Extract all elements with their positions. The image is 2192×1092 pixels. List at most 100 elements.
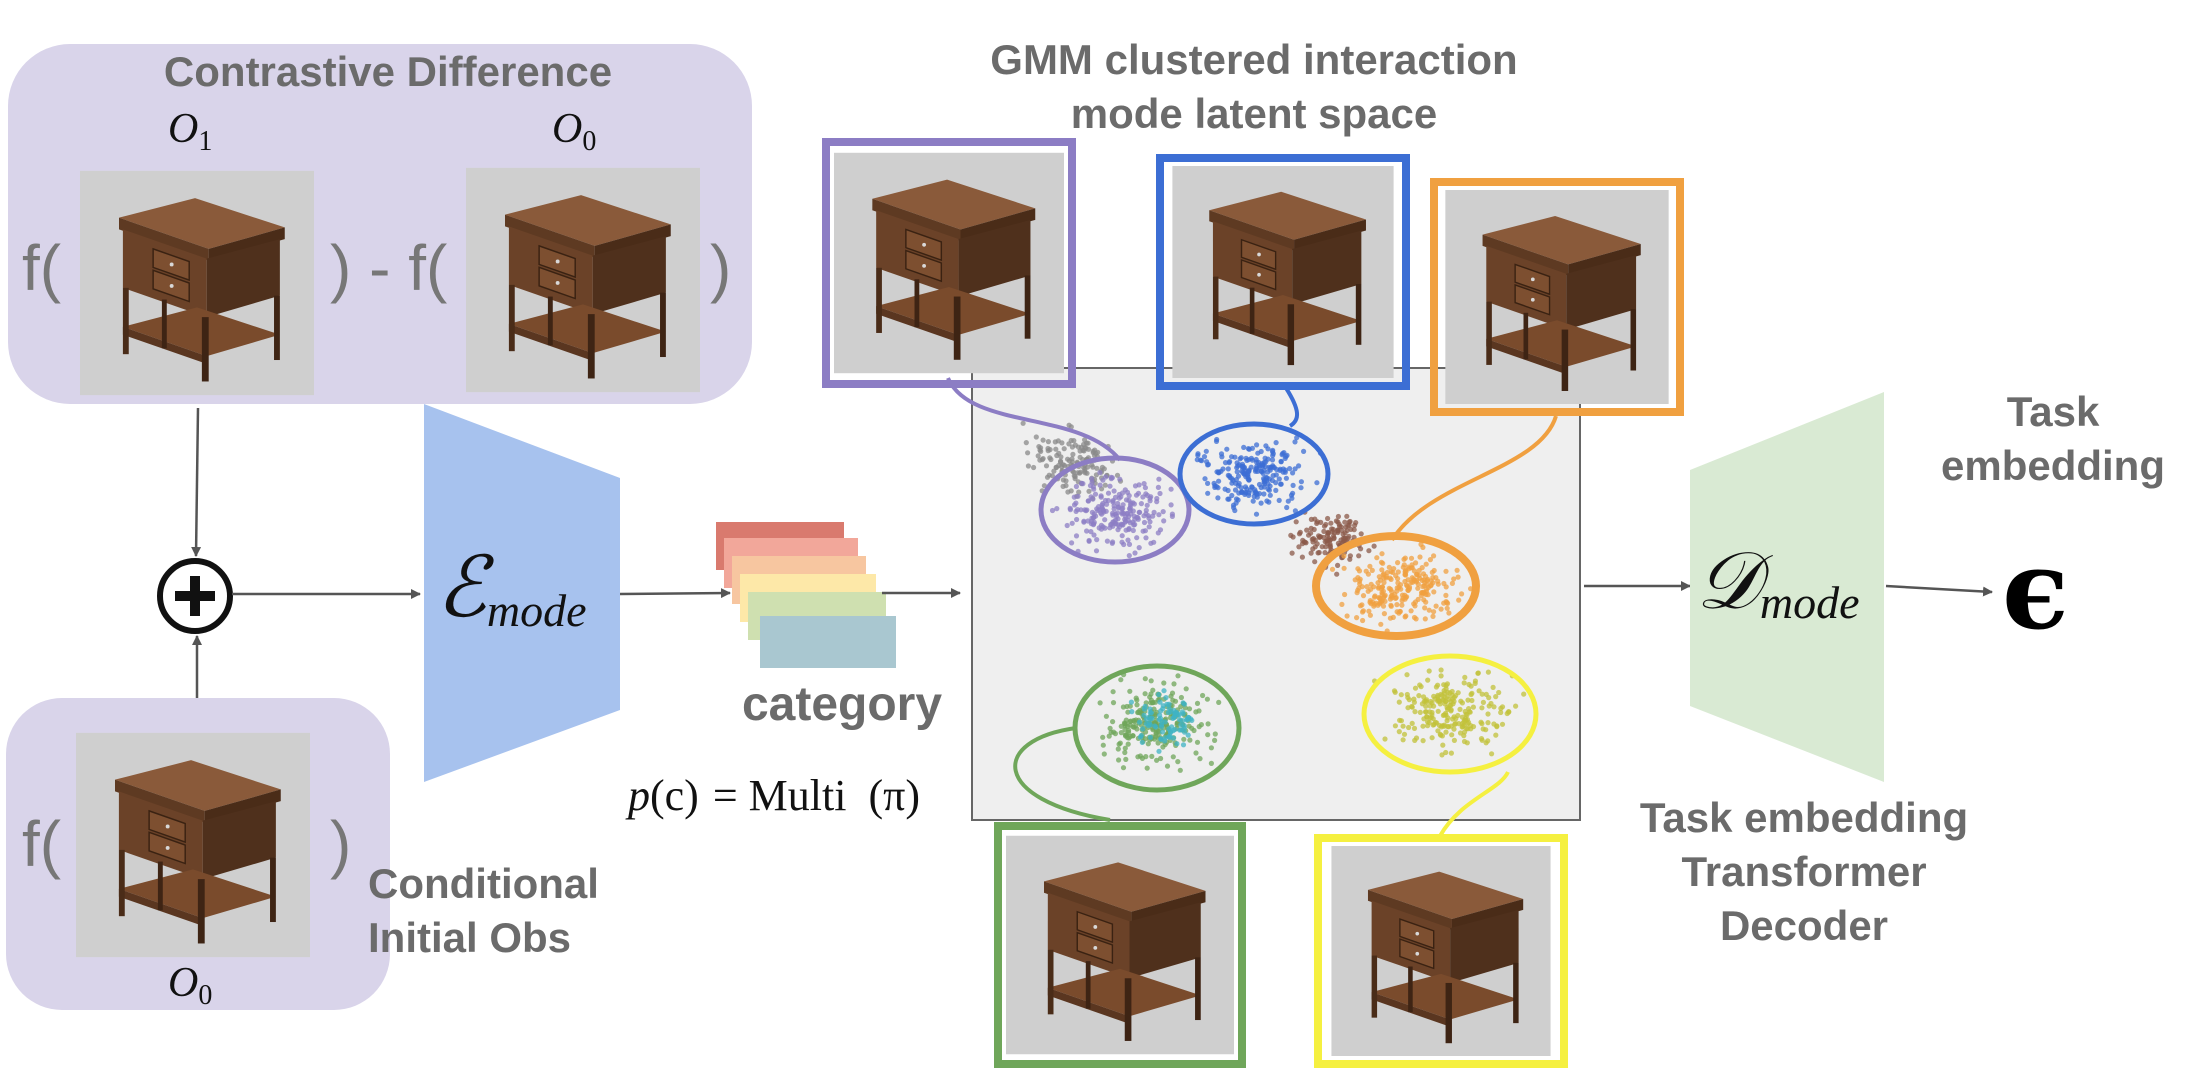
latent-point: [1352, 522, 1358, 529]
latent-point: [1395, 569, 1401, 575]
latent-point: [1169, 690, 1176, 696]
latent-point: [1162, 738, 1168, 744]
latent-point: [1261, 491, 1267, 497]
latent-point: [1356, 578, 1363, 584]
latent-point: [1143, 535, 1149, 541]
latent-point: [1425, 677, 1431, 683]
latent-point: [1123, 756, 1129, 763]
decoder-label-line2: Transformer: [1681, 848, 1926, 895]
latent-point: [1212, 737, 1218, 744]
latent-point: [1239, 464, 1245, 470]
latent-point: [1036, 444, 1042, 450]
latent-point: [1134, 535, 1140, 541]
latent-point: [1107, 483, 1113, 489]
latent-point: [1462, 708, 1468, 715]
latent-point: [1351, 527, 1357, 533]
latent-point: [1456, 597, 1462, 603]
latent-point: [1342, 591, 1348, 598]
latent-point: [1119, 533, 1125, 539]
latent-point: [1128, 500, 1134, 506]
latent-point: [1191, 727, 1197, 734]
latent-point: [1438, 667, 1444, 673]
cabinet-thumbnail-orange: [1444, 190, 1670, 404]
latent-point: [1219, 454, 1225, 460]
latent-point: [1090, 464, 1096, 470]
latent-point: [1142, 691, 1148, 697]
latent-point: [1069, 540, 1075, 546]
latent-point: [1082, 507, 1088, 513]
latent-point: [1116, 505, 1122, 511]
latent-point: [1449, 580, 1455, 587]
latent-point: [1073, 500, 1079, 506]
latent-point: [1125, 741, 1131, 747]
latent-point: [1155, 740, 1161, 746]
latent-point: [1102, 517, 1108, 523]
latent-point: [1259, 469, 1265, 475]
latent-point: [1308, 550, 1314, 556]
latent-point: [1091, 532, 1097, 538]
latent-point: [1169, 511, 1175, 517]
latent-point: [1398, 586, 1404, 592]
latent-point: [1283, 453, 1289, 460]
latent-point: [1396, 699, 1402, 705]
o1-label: O1: [168, 106, 212, 157]
latent-point: [1308, 516, 1314, 523]
latent-point: [1449, 732, 1455, 738]
latent-point: [1168, 486, 1174, 492]
latent-point: [1406, 724, 1412, 731]
latent-point: [1405, 705, 1411, 711]
latent-point: [1081, 441, 1087, 448]
latent-point: [1161, 518, 1167, 524]
latent-point: [1067, 507, 1073, 513]
latent-point: [1238, 455, 1244, 461]
latent-point: [1043, 463, 1050, 469]
latent-point: [1430, 613, 1436, 620]
latent-point: [1085, 446, 1092, 452]
latent-point: [1229, 454, 1235, 460]
latent-point: [1496, 689, 1502, 696]
latent-point: [1235, 497, 1241, 503]
latent-point: [1263, 474, 1269, 480]
latent-point: [1020, 420, 1026, 426]
latent-point: [1135, 709, 1141, 716]
latent-point: [1466, 681, 1472, 688]
latent-point: [1025, 450, 1031, 456]
latent-point: [1163, 695, 1169, 701]
latent-point: [1406, 586, 1412, 592]
latent-point: [1312, 559, 1318, 565]
latent-point: [1123, 497, 1130, 503]
latent-point: [1426, 668, 1432, 674]
latent-point: [1449, 688, 1455, 695]
latent-point: [1166, 726, 1172, 732]
latent-point: [1287, 466, 1293, 472]
latent-point: [1141, 712, 1147, 718]
latent-point: [1267, 492, 1273, 498]
latent-point: [1394, 609, 1400, 615]
latent-point: [1118, 730, 1124, 736]
latent-point: [1205, 462, 1211, 468]
latent-point: [1120, 505, 1126, 511]
latent-point: [1488, 700, 1494, 707]
latent-point: [1181, 736, 1187, 742]
latent-point: [1178, 722, 1184, 728]
latent-point: [1147, 519, 1153, 525]
latent-point: [1119, 511, 1125, 517]
latent-point: [1140, 726, 1146, 732]
latent-point: [1472, 680, 1478, 687]
latent-point: [1161, 680, 1167, 686]
latent-point: [1193, 750, 1199, 756]
latent-point: [1135, 754, 1141, 760]
latent-point: [1395, 560, 1401, 566]
latent-point: [1075, 493, 1081, 499]
latent-point: [1462, 729, 1468, 735]
latent-point: [1328, 520, 1334, 526]
latent-point: [1258, 484, 1264, 491]
latent-point: [1399, 592, 1406, 598]
latent-point: [1045, 439, 1051, 445]
latent-point: [1341, 553, 1347, 559]
latent-point: [1181, 725, 1187, 731]
latent-point: [1398, 692, 1404, 698]
latent-point: [1486, 695, 1492, 701]
latent-point: [1159, 722, 1165, 728]
latent-point: [1212, 731, 1218, 737]
